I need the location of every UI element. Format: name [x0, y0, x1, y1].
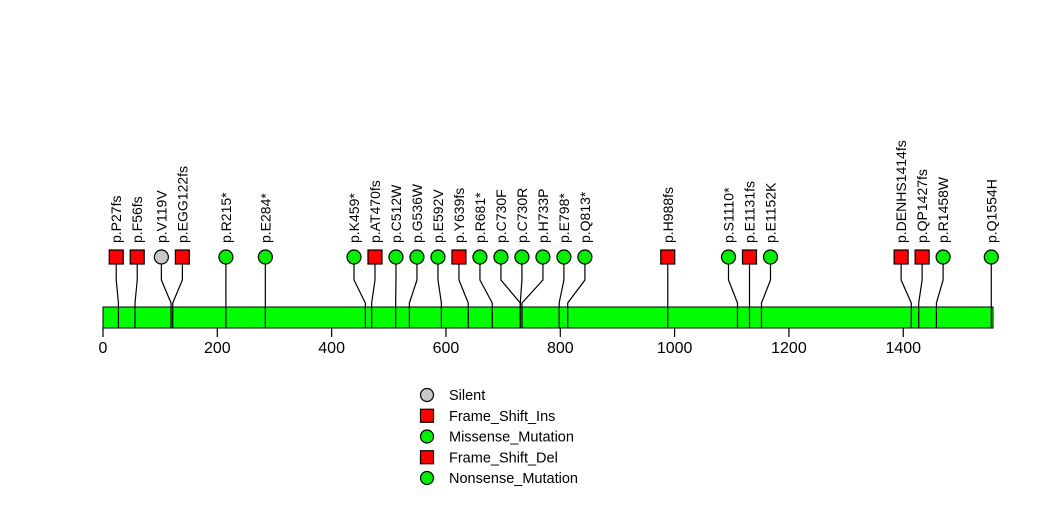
mutation-marker [935, 249, 951, 265]
mutation-label: p.E1152K [762, 182, 778, 243]
axis-tick-label: 0 [99, 340, 108, 357]
legend-swatch-frame_shift_ins [419, 408, 435, 423]
axis-tick-label: 1200 [771, 340, 807, 357]
mutation-label: p.H988fs [660, 187, 676, 243]
mutation-label: p.F56fs [129, 196, 145, 243]
mutation-marker [129, 249, 145, 265]
mutation-label: p.P27fs [108, 196, 124, 243]
legend-label: Frame_Shift_Ins [449, 409, 555, 425]
mutation-marker [577, 249, 593, 265]
mutation-marker [409, 249, 425, 265]
mutation-label: p.R681* [472, 192, 488, 243]
axis-tick-label: 1000 [657, 340, 693, 357]
mutation-label: p.G536W [409, 183, 425, 243]
protein-bar [102, 306, 994, 329]
mutation-marker [535, 249, 551, 265]
mutation-label: p.V119V [153, 190, 169, 243]
legend-swatch-frame_shift_del [419, 450, 435, 465]
axis-tick-label: 600 [433, 340, 460, 357]
axis-tick-label: 800 [547, 340, 574, 357]
mutation-label: p.C730F [493, 189, 509, 243]
legend-swatch-nonsense_mutation [419, 470, 435, 486]
mutation-marker [108, 249, 124, 265]
axis-tick-label: 1400 [885, 340, 921, 357]
mutation-label: p.Y639fs [451, 188, 467, 243]
mutation-marker [514, 249, 530, 265]
mutation-marker [472, 249, 488, 265]
mutation-marker [741, 249, 758, 265]
mutation-marker [914, 249, 930, 265]
mutation-label: p.AT470fs [367, 180, 383, 243]
legend-label: Nonsense_Mutation [449, 471, 578, 487]
mutation-marker [367, 249, 383, 265]
mutation-label: p.E1131fs [741, 181, 757, 243]
mutation-marker [346, 249, 362, 265]
mutation-marker [430, 249, 446, 265]
mutation-marker [720, 249, 737, 265]
mutation-label: p.K459* [346, 193, 362, 243]
mutation-marker [556, 249, 572, 265]
mutation-label: p.R1458W [935, 176, 951, 243]
mutation-label: p.E592V [430, 189, 446, 243]
mutation-label: p.E284* [257, 193, 273, 243]
legend-label: Silent [449, 388, 485, 404]
mutation-marker [983, 249, 999, 265]
mutation-marker [493, 249, 509, 265]
legend-swatch-missense_mutation [419, 429, 435, 444]
mutation-label: p.Q813* [577, 191, 593, 243]
mutation-marker [257, 249, 273, 265]
mutation-label: p.Q1554H [983, 179, 999, 243]
mutation-marker [174, 249, 190, 265]
mutation-marker [388, 249, 404, 265]
mutation-label: p.S1110* [720, 187, 736, 243]
legend-label: Frame_Shift_Del [449, 450, 558, 466]
axis-tick-label: 400 [318, 340, 345, 357]
mutation-label: p.E798* [556, 193, 572, 243]
mutation-marker [893, 249, 909, 265]
legend-label: Missense_Mutation [449, 430, 574, 446]
mutation-label: p.H733P [535, 189, 551, 243]
mutation-marker [451, 249, 467, 265]
axis-tick-label: 200 [204, 340, 231, 357]
mutation-label: p.DENHS1414fs [893, 140, 909, 243]
mutation-marker [153, 249, 169, 265]
mutation-label: p.C512W [388, 184, 404, 243]
mutation-label: p.R215* [218, 192, 234, 243]
mutation-label: p.C730R [514, 188, 530, 243]
mutation-label: p.EGG122fs [174, 166, 190, 243]
mutation-label: p.QP1427fs [914, 169, 930, 243]
legend-swatch-silent [419, 387, 435, 403]
mutation-marker [762, 249, 779, 265]
mutation-marker [660, 249, 676, 265]
mutation-marker [218, 249, 234, 265]
